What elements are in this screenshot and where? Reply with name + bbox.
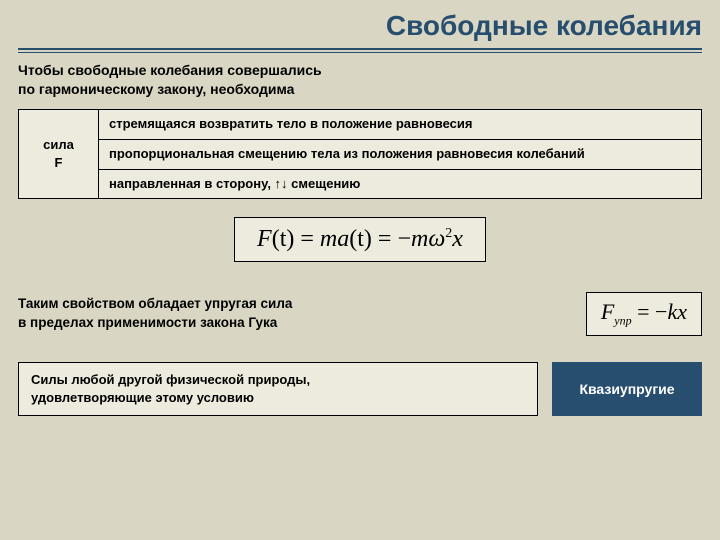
eq-m2: m bbox=[411, 226, 428, 252]
force-rows: стремящаяся возвратить тело в положение … bbox=[99, 110, 701, 199]
equation-main-wrap: F(t) = ma(t) = −mω2x bbox=[0, 217, 720, 262]
elastic-text: Таким свойством обладает упругая сила в … bbox=[18, 295, 564, 333]
force-label-cell: сила F bbox=[19, 110, 99, 199]
intro-line1: Чтобы свободные колебания совершались bbox=[18, 62, 322, 78]
quasi-row: Силы любой другой физической природы, уд… bbox=[0, 354, 720, 416]
eq-eq2: = bbox=[372, 226, 398, 252]
eq-omega: ω bbox=[428, 226, 445, 252]
equation-main: F(t) = ma(t) = −mω2x bbox=[234, 217, 486, 262]
eq-x: x bbox=[452, 226, 463, 252]
divider-thin bbox=[18, 52, 702, 53]
intro-line2: по гармоническому закону, необходима bbox=[18, 81, 294, 97]
eq-a: a bbox=[337, 226, 349, 252]
divider-thick bbox=[18, 48, 702, 50]
quasi-line2: удовлетворяющие этому условию bbox=[31, 390, 254, 405]
eq-eq1: = bbox=[294, 226, 320, 252]
force-label-line1: сила bbox=[43, 136, 74, 154]
hooke-neg: − bbox=[655, 299, 667, 324]
force-table: сила F стремящаяся возвратить тело в пол… bbox=[18, 109, 702, 200]
force-row-2: пропорциональная смещению тела из положе… bbox=[99, 140, 701, 170]
intro-text: Чтобы свободные колебания совершались по… bbox=[0, 61, 720, 109]
eq-neg: − bbox=[397, 226, 411, 252]
elastic-row: Таким свойством обладает упругая сила в … bbox=[0, 292, 720, 353]
quasi-text-box: Силы любой другой физической природы, уд… bbox=[18, 362, 538, 416]
quasi-label: Квазиупругие bbox=[552, 362, 702, 416]
eq-F: F bbox=[257, 226, 272, 252]
page-title: Свободные колебания bbox=[0, 0, 720, 48]
force-row-1: стремящаяся возвратить тело в положение … bbox=[99, 110, 701, 140]
hooke-F: F bbox=[601, 299, 614, 324]
elastic-line2: в пределах применимости закона Гука bbox=[18, 315, 277, 330]
hooke-k: k bbox=[667, 299, 677, 324]
force-row-3: направленная в сторону, ↑↓ смещению bbox=[99, 170, 701, 199]
quasi-line1: Силы любой другой физической природы, bbox=[31, 372, 310, 387]
hooke-eq: = bbox=[632, 299, 655, 324]
elastic-line1: Таким свойством обладает упругая сила bbox=[18, 296, 292, 311]
force-label-line2: F bbox=[55, 154, 63, 172]
hooke-sub: упр bbox=[614, 314, 631, 328]
eq-m1: m bbox=[320, 226, 337, 252]
hooke-x: x bbox=[677, 299, 687, 324]
eq-paren2: (t) bbox=[349, 226, 372, 252]
equation-hooke: Fупр = −kx bbox=[586, 292, 702, 335]
eq-paren1: (t) bbox=[272, 226, 295, 252]
